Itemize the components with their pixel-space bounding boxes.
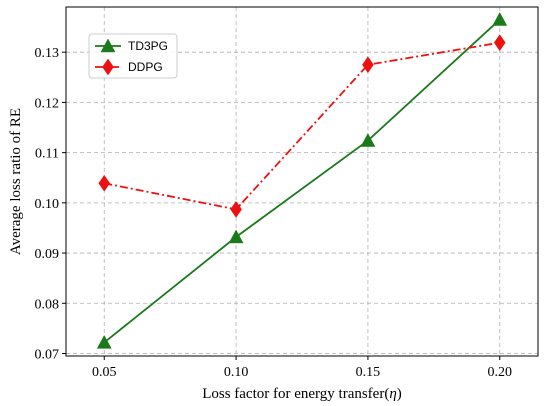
y-tick-label: 0.12: [35, 96, 60, 111]
x-tick-label: 0.05: [92, 365, 117, 380]
x-axis-title-prefix: Loss factor for energy transfer(: [202, 386, 389, 402]
x-tick-label: 0.15: [356, 365, 381, 380]
data-point: [96, 334, 112, 349]
x-axis-title-suffix: ): [397, 386, 402, 402]
series-line: [104, 41, 500, 211]
data-point: [228, 229, 244, 244]
data-point: [493, 34, 506, 52]
data-point: [98, 174, 111, 192]
data-point: [362, 56, 374, 74]
legend-marker: [102, 58, 114, 76]
legend-label: DDPG: [128, 60, 163, 74]
x-tick-label: 0.20: [488, 365, 513, 380]
y-tick-label: 0.11: [35, 147, 59, 162]
legend-marker: [100, 38, 116, 53]
x-axis-title: Loss factor for energy transfer(η): [202, 386, 402, 402]
data-point: [360, 133, 376, 147]
y-tick-label: 0.10: [35, 197, 60, 212]
legend-label: TD3PG: [128, 39, 168, 53]
data-point: [230, 200, 242, 218]
y-tick-label: 0.09: [35, 247, 60, 262]
ticks: 0.05 0.10 0.15 0.20 0.07 0.08 0.09 0.10 0.11 0.12…: [35, 46, 513, 380]
y-axis-title: Average loss ratio of RE: [8, 108, 24, 255]
plot-frame: [65, 6, 539, 357]
x-axis-title-symbol: η: [389, 386, 396, 402]
y-tick-label: 0.13: [35, 46, 60, 61]
legend: TD3PG DDPG: [88, 33, 178, 79]
y-tick-label: 0.08: [35, 297, 60, 312]
legend-item: TD3PG: [95, 38, 168, 53]
data-point: [492, 12, 508, 26]
series-ddpg: [98, 34, 506, 218]
y-tick-label: 0.07: [35, 347, 60, 362]
series-layer: [96, 12, 508, 349]
series-line: [103, 18, 501, 344]
legend-item: DDPG: [95, 58, 163, 76]
grid: [66, 7, 538, 356]
series-td3pg: [96, 12, 508, 349]
x-tick-label: 0.10: [224, 365, 249, 380]
